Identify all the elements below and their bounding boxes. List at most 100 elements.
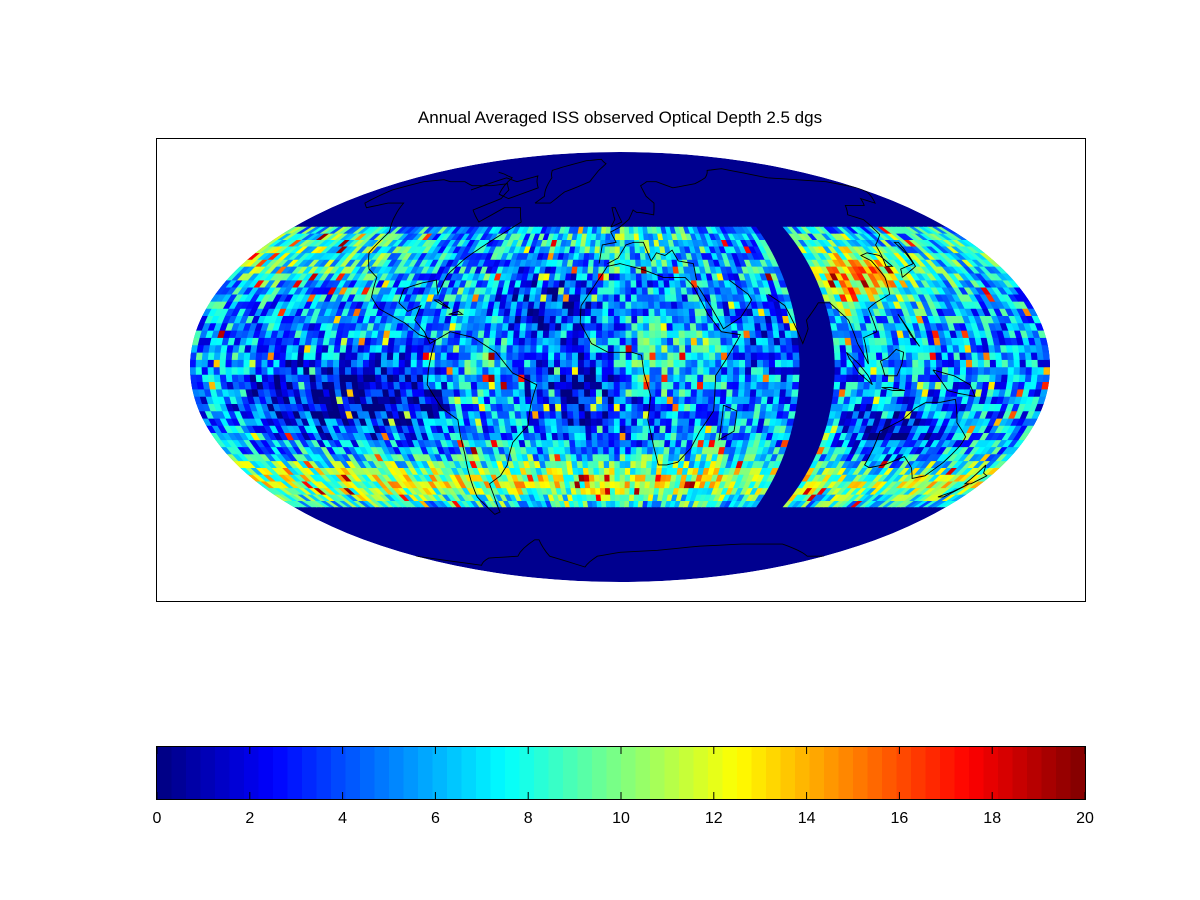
grid-cell <box>1037 359 1045 368</box>
grid-cell <box>219 359 227 368</box>
grid-cell <box>629 259 637 267</box>
grid-cell <box>995 359 1003 368</box>
grid-cell <box>543 315 551 324</box>
grid-cell <box>625 396 633 405</box>
grid-cell <box>549 403 557 412</box>
grid-cell <box>386 374 394 383</box>
grid-cell <box>649 351 657 360</box>
grid-cell <box>416 351 424 360</box>
grid-cell <box>368 359 376 368</box>
grid-cell <box>702 337 710 346</box>
grid-cell <box>1031 366 1039 375</box>
grid-cell <box>536 351 543 360</box>
grid-cell <box>506 388 514 397</box>
grid-cell <box>478 322 486 331</box>
grid-cell <box>601 374 609 383</box>
grid-cell <box>635 272 643 281</box>
grid-cell <box>273 374 281 383</box>
grid-cell <box>625 381 633 390</box>
grid-cell <box>494 351 502 360</box>
grid-cell <box>601 366 609 375</box>
grid-cell <box>524 344 532 353</box>
grid-cell <box>625 300 632 309</box>
grid-cell <box>554 396 562 405</box>
grid-cell <box>584 308 592 317</box>
grid-cell <box>778 396 786 405</box>
grid-cell <box>518 381 526 390</box>
grid-cell <box>971 374 979 383</box>
grid-cell <box>673 374 681 383</box>
grid-cell <box>720 374 728 383</box>
grid-cell <box>507 322 516 331</box>
grid-cell <box>452 366 460 375</box>
grid-cell <box>995 366 1003 375</box>
grid-cell <box>374 366 382 375</box>
grid-cell <box>965 351 973 360</box>
grid-cell <box>560 329 568 338</box>
grid-cell <box>589 359 597 368</box>
grid-cell <box>512 359 519 368</box>
grid-cell <box>576 265 584 274</box>
grid-cell <box>482 374 490 383</box>
grid-cell <box>573 425 581 434</box>
grid-cell <box>603 453 610 462</box>
grid-cell <box>524 396 533 405</box>
grid-cell <box>539 300 547 309</box>
grid-cell <box>619 446 626 455</box>
grid-cell <box>309 374 317 383</box>
grid-cell <box>609 474 616 482</box>
grid-cell <box>597 286 604 295</box>
grid-cell <box>590 487 597 495</box>
grid-cell <box>630 272 637 281</box>
grid-cell <box>636 308 644 317</box>
grid-cell <box>520 315 528 324</box>
grid-cell <box>768 351 776 360</box>
grid-cell <box>561 308 569 317</box>
grid-cell <box>416 359 424 368</box>
grid-cell <box>750 344 758 353</box>
grid-cell <box>709 351 716 360</box>
grid-cell <box>661 388 668 397</box>
grid-cell <box>405 381 413 390</box>
grid-cell <box>550 425 558 434</box>
grid-cell <box>544 417 552 426</box>
grid-cell <box>548 396 556 405</box>
grid-cell <box>380 351 388 360</box>
grid-cell <box>478 403 486 412</box>
grid-cell <box>720 381 728 390</box>
grid-cell <box>851 381 859 390</box>
grid-cell <box>566 322 574 331</box>
grid-cell <box>351 381 359 390</box>
grid-cell <box>607 315 615 324</box>
grid-cell <box>636 300 644 309</box>
grid-cell <box>840 351 848 360</box>
grid-cell <box>581 453 589 462</box>
grid-cell <box>555 417 563 426</box>
grid-cell <box>613 293 621 302</box>
grid-cell <box>575 279 583 288</box>
grid-cell <box>339 344 348 353</box>
grid-cell <box>524 359 531 368</box>
grid-cell <box>625 403 633 412</box>
grid-cell <box>507 396 515 405</box>
grid-cell <box>639 474 647 482</box>
grid-cell <box>929 374 937 383</box>
grid-cell <box>207 366 215 375</box>
grid-cell <box>440 366 448 375</box>
grid-cell <box>700 410 709 419</box>
grid-cell <box>587 259 595 267</box>
grid-cell <box>363 344 371 353</box>
grid-cell <box>315 359 322 368</box>
grid-cell <box>677 410 685 419</box>
grid-cell <box>709 359 716 368</box>
grid-cell <box>583 351 591 360</box>
grid-cell <box>643 329 650 338</box>
grid-cell <box>709 366 716 375</box>
grid-cell <box>792 351 800 360</box>
grid-cell <box>369 344 377 353</box>
grid-cell <box>578 388 585 397</box>
grid-cell <box>459 337 467 346</box>
grid-cell <box>625 322 633 331</box>
grid-cell <box>512 337 520 346</box>
grid-cell <box>634 487 641 495</box>
